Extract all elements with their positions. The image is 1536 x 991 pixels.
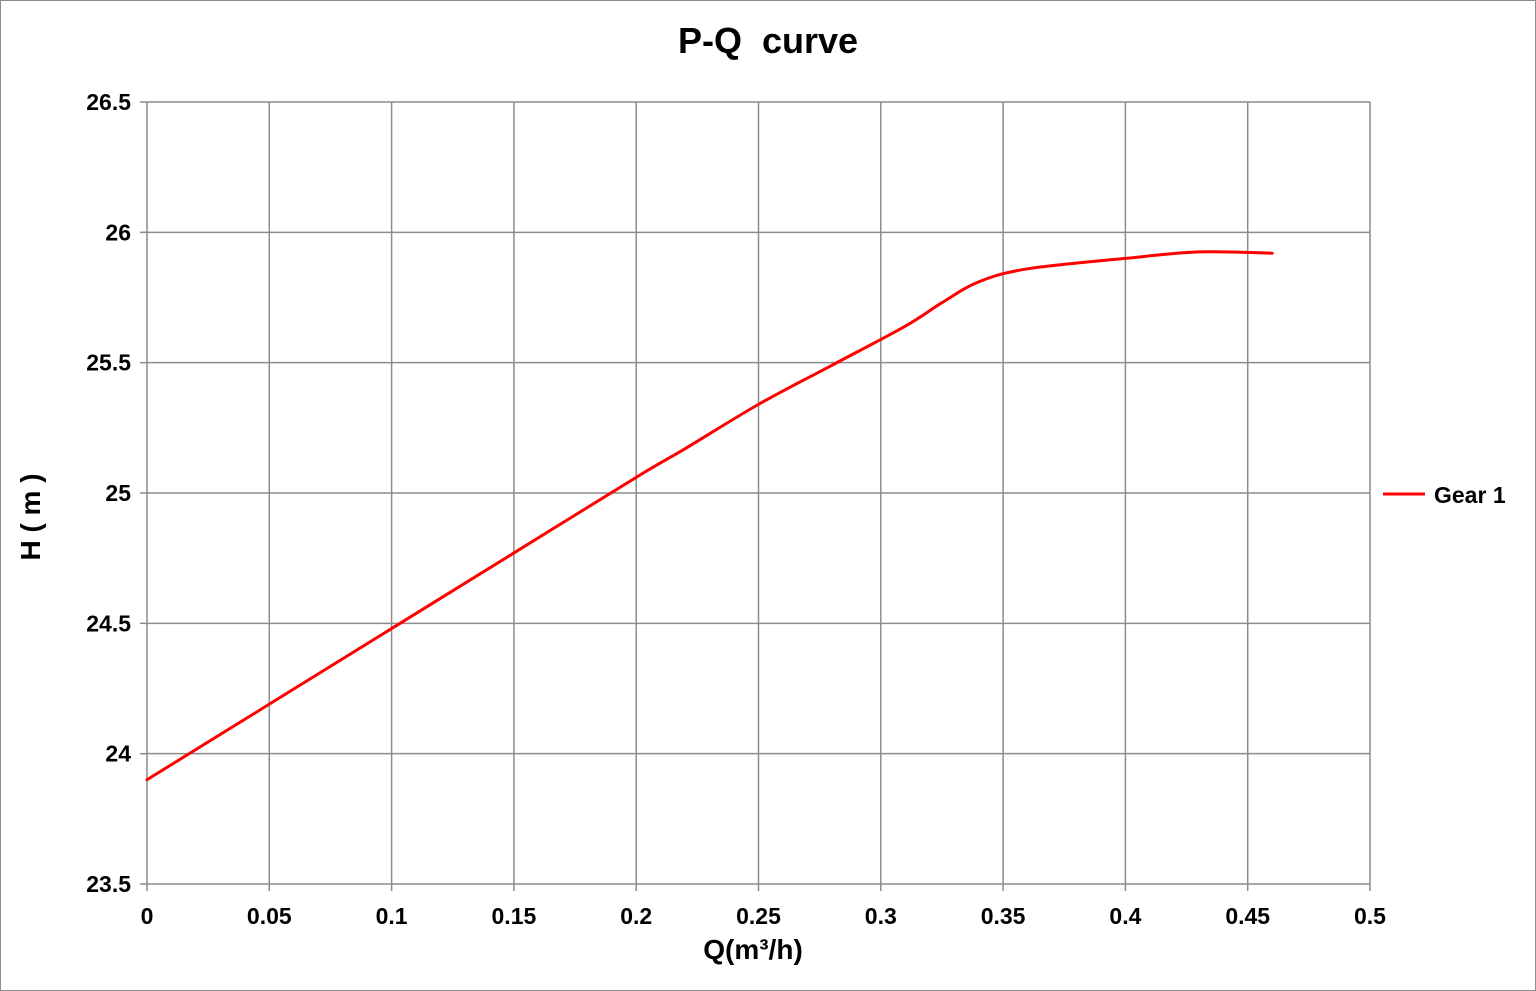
x-tick-label: 0.3 — [865, 903, 897, 929]
grid-lines — [147, 101, 1371, 884]
x-tick-label: 0.2 — [620, 903, 652, 929]
x-tick-label: 0.4 — [1109, 903, 1141, 929]
x-tick-label: 0.05 — [247, 903, 292, 929]
axes — [140, 101, 1371, 891]
x-tick-label: 0.45 — [1225, 903, 1270, 929]
legend-label-gear-1: Gear 1 — [1434, 482, 1506, 508]
series-layer — [145, 250, 1274, 782]
x-tick-label: 0.25 — [736, 903, 781, 929]
series-line-gear-1 — [145, 250, 1274, 782]
y-tick-label: 25 — [105, 480, 131, 506]
y-tick-label: 24.5 — [86, 610, 131, 636]
y-tick-label: 25.5 — [86, 350, 131, 376]
tick-labels: 0 0.05 0.1 0.15 0.2 0.25 0.3 0.35 0.4 0.45 0.5 23.5… — [86, 89, 1386, 929]
y-tick-label: 26 — [105, 219, 131, 245]
y-tick-label: 23.5 — [86, 871, 131, 897]
x-tick-label: 0 — [141, 903, 154, 929]
y-tick-label: 24 — [105, 741, 131, 767]
legend: Gear 1 — [1383, 482, 1506, 508]
y-axis-title: H ( m ) — [15, 473, 46, 560]
x-tick-label: 0.35 — [981, 903, 1026, 929]
x-tick-label: 0.1 — [376, 903, 408, 929]
x-tick-label: 0.15 — [492, 903, 537, 929]
chart-title: P-Q curve — [678, 20, 858, 61]
x-axis-title: Q(m³/h) — [703, 934, 803, 965]
y-tick-label: 26.5 — [86, 89, 131, 115]
x-tick-label: 0.5 — [1354, 903, 1386, 929]
